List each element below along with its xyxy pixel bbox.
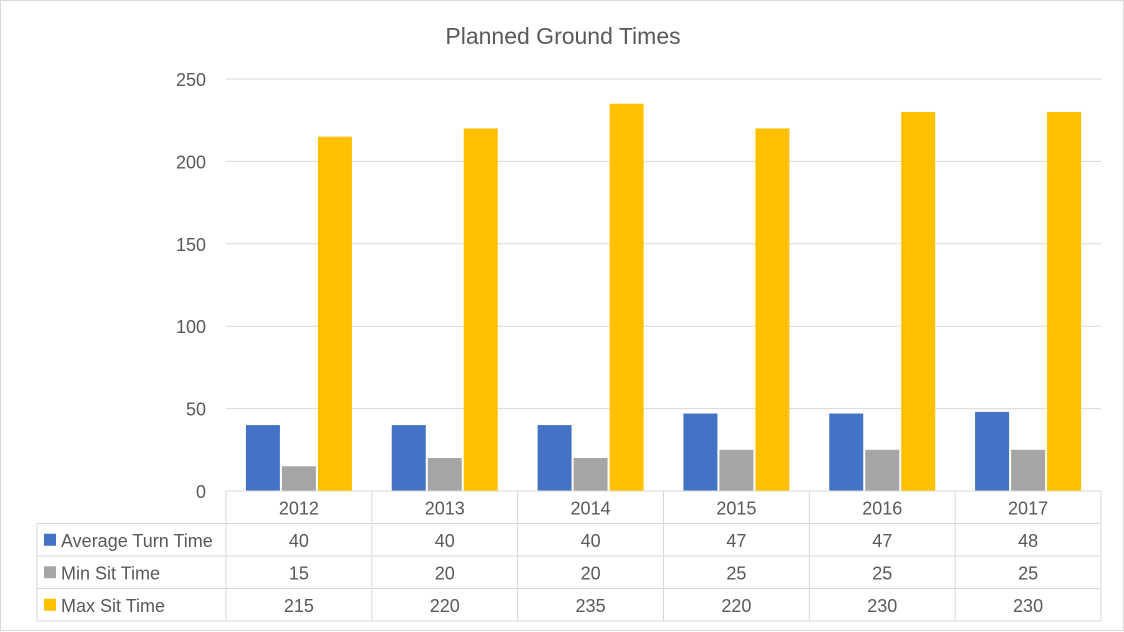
bar: [829, 413, 864, 491]
data-label: 47: [872, 531, 892, 551]
y-tick-label: 250: [176, 70, 206, 90]
bar: [463, 128, 498, 491]
data-label: 215: [284, 596, 314, 616]
chart-title: Planned Ground Times: [445, 23, 680, 49]
bar: [391, 425, 426, 491]
legend-key: [44, 533, 56, 546]
y-tick-label: 50: [186, 400, 206, 420]
legend-label: Average Turn Time: [61, 531, 213, 551]
data-label: 15: [289, 563, 309, 583]
bar: [755, 128, 790, 491]
bar: [317, 136, 352, 491]
data-label: 40: [289, 531, 309, 551]
bar: [975, 411, 1010, 491]
x-tick-label: 2013: [425, 498, 465, 518]
y-tick-label: 0: [196, 482, 206, 502]
data-label: 25: [726, 563, 746, 583]
data-label: 20: [435, 563, 455, 583]
bar: [573, 458, 608, 491]
x-tick-label: 2014: [571, 498, 611, 518]
data-label: 220: [721, 596, 751, 616]
bar: [245, 425, 280, 491]
x-tick-label: 2012: [279, 498, 319, 518]
data-label: 25: [872, 563, 892, 583]
bar: [609, 103, 644, 491]
y-tick-label: 100: [176, 317, 206, 337]
bar: [719, 449, 754, 491]
bar: [1047, 111, 1082, 492]
data-label: 220: [430, 596, 460, 616]
x-tick-label: 2016: [862, 498, 902, 518]
data-label: 48: [1018, 531, 1038, 551]
y-tick-label: 150: [176, 235, 206, 255]
bar: [865, 449, 900, 491]
bar: [683, 413, 718, 491]
bar: [427, 458, 462, 491]
y-tick-label: 200: [176, 152, 206, 172]
x-tick-label: 2017: [1008, 498, 1048, 518]
data-label: 20: [581, 563, 601, 583]
bar: [901, 111, 936, 492]
data-label: 230: [1013, 596, 1043, 616]
x-tick-label: 2015: [716, 498, 756, 518]
legend-label: Min Sit Time: [61, 563, 160, 583]
data-label: 40: [435, 531, 455, 551]
bar: [537, 425, 572, 491]
data-label: 230: [867, 596, 897, 616]
bar: [281, 466, 316, 491]
bar: [1011, 449, 1046, 491]
data-label: 40: [581, 531, 601, 551]
legend-key: [44, 566, 56, 579]
legend-key: [44, 598, 56, 611]
legend-label: Max Sit Time: [61, 596, 165, 616]
data-label: 25: [1018, 563, 1038, 583]
data-label: 235: [576, 596, 606, 616]
data-label: 47: [726, 531, 746, 551]
